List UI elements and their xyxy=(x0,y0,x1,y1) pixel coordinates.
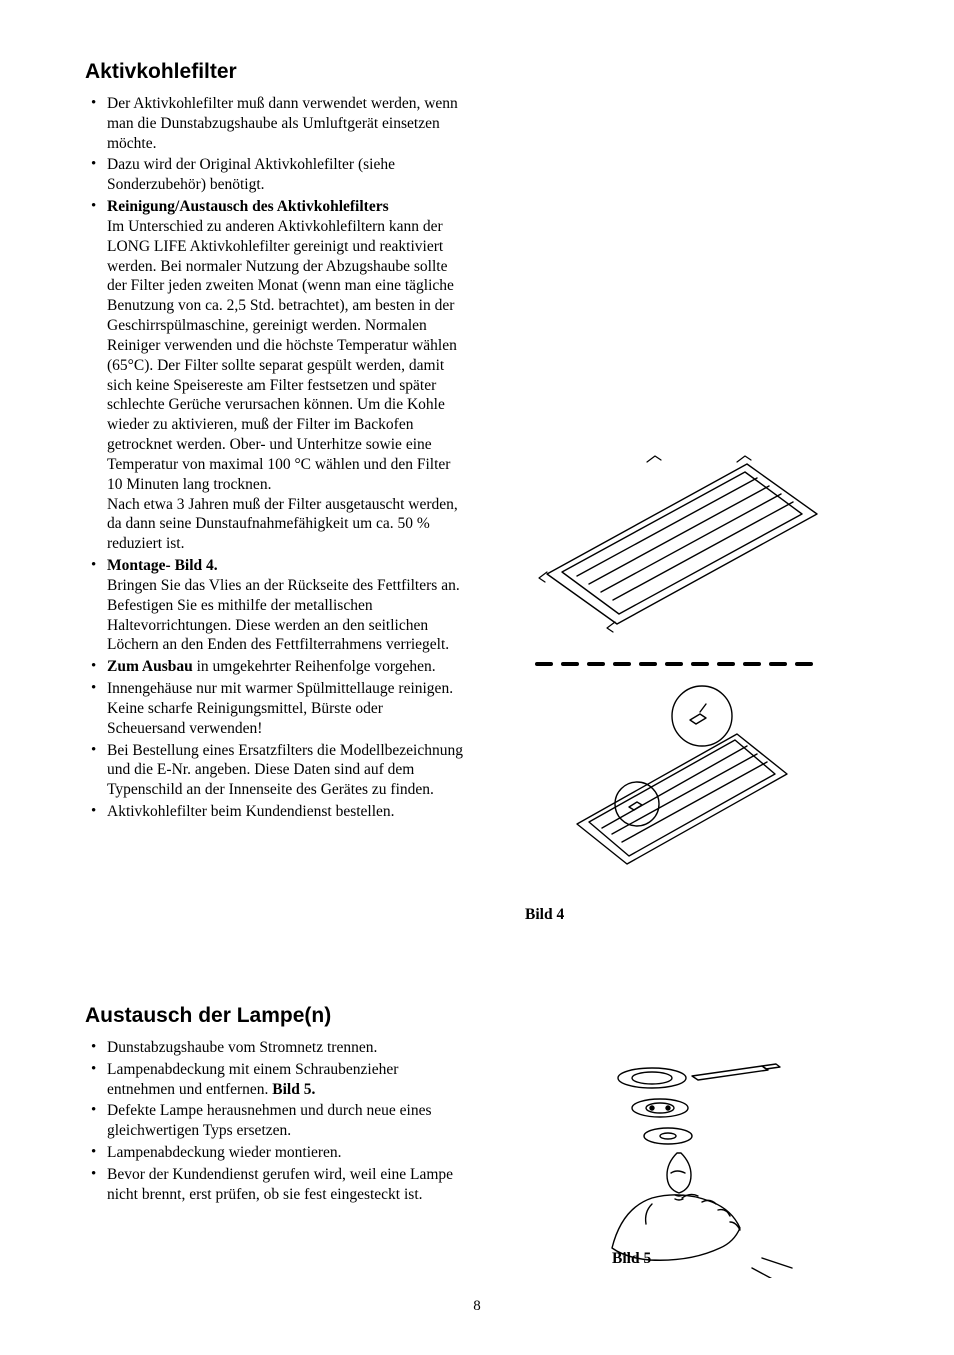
list-item: Montage- Bild 4.Bringen Sie das Vlies an… xyxy=(85,556,465,655)
section2-list: Dunstabzugshaube vom Stromnetz trennen. … xyxy=(85,1038,465,1205)
list-item: Dazu wird der Original Aktivkohlefilter … xyxy=(85,155,465,195)
list-item: Zum Ausbau in umgekehrter Reihenfolge vo… xyxy=(85,657,465,677)
list-item: Bevor der Kundendienst gerufen wird, wei… xyxy=(85,1165,465,1205)
list-item: Lampenabdeckung mit einem Schraubenziehe… xyxy=(85,1060,465,1100)
list-item: Reinigung/Austausch des Aktivkohlefilter… xyxy=(85,197,465,554)
section2-text-column: Dunstabzugshaube vom Stromnetz trennen. … xyxy=(85,1038,465,1207)
section-heading-aktivkohlefilter: Aktivkohlefilter xyxy=(85,60,869,84)
section-heading-austausch-lampen: Austausch der Lampe(n) xyxy=(85,1004,869,1028)
list-item: Dunstabzugshaube vom Stromnetz trennen. xyxy=(85,1038,465,1058)
section1-figure-column: Bild 4 xyxy=(495,94,869,924)
figure-caption-bild-5-inline: Bild 5 xyxy=(612,1250,651,1267)
list-item: Lampenabdeckung wieder montieren. xyxy=(85,1143,465,1163)
figure-bild-5: Bild 5 xyxy=(552,1058,812,1278)
section2-figure-column: Bild 5 xyxy=(495,1038,869,1278)
list-item: Der Aktivkohlefilter muß dann verwendet … xyxy=(85,94,465,153)
list-item: Aktivkohlefilter beim Kundendienst beste… xyxy=(85,802,465,822)
page-number: 8 xyxy=(85,1298,869,1315)
list-item: Innengehäuse nur mit warmer Spülmittella… xyxy=(85,679,465,738)
figure-bild-4 xyxy=(527,454,837,894)
section1-list: Der Aktivkohlefilter muß dann verwendet … xyxy=(85,94,465,822)
list-item: Defekte Lampe herausnehmen und durch neu… xyxy=(85,1101,465,1141)
list-item: Bei Bestellung eines Ersatzfilters die M… xyxy=(85,741,465,800)
figure-caption-bild-4: Bild 4 xyxy=(525,906,564,924)
section1-text-column: Der Aktivkohlefilter muß dann verwendet … xyxy=(85,94,465,824)
